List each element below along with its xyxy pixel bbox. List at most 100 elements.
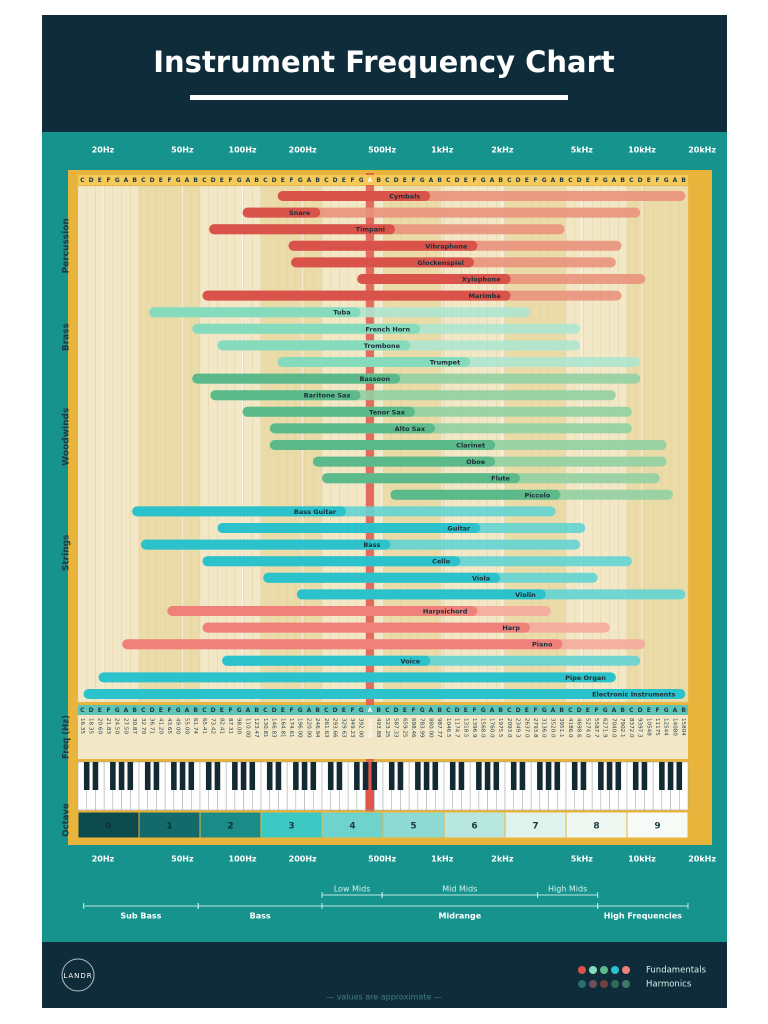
note-letter: E <box>525 707 529 714</box>
black-key <box>537 762 543 790</box>
note-letter: F <box>472 177 476 184</box>
note-frequency: 392.00 <box>358 718 364 738</box>
note-letter: E <box>647 177 651 184</box>
fundamental-bar <box>192 373 401 384</box>
note-letter: G <box>237 177 242 184</box>
black-key <box>397 762 404 790</box>
note-letter-row <box>78 175 688 185</box>
note-letter: F <box>289 707 293 714</box>
a4-highlight <box>365 173 374 813</box>
black-key <box>266 762 273 790</box>
note-letter: A <box>612 707 617 714</box>
note-letter: B <box>620 177 625 184</box>
note-letter: G <box>664 707 669 714</box>
x-tick-label: 5kHz <box>571 146 594 155</box>
note-letter: A <box>429 707 434 714</box>
octave-box <box>382 811 445 839</box>
fundamental-bar <box>217 340 411 351</box>
note-letter: G <box>664 177 669 184</box>
note-frequency: 27.50 <box>122 718 128 734</box>
x-tick-label: 2kHz <box>491 855 514 864</box>
fundamental-bar <box>209 224 396 235</box>
note-letter: A <box>246 707 251 714</box>
octave-number: 3 <box>288 822 294 832</box>
note-frequency: 1318.5 <box>462 718 468 738</box>
fundamental-bar <box>390 489 561 500</box>
note-letter: F <box>167 177 171 184</box>
black-key <box>118 762 125 790</box>
note-letter: F <box>411 707 415 714</box>
note-frequency: 82.41 <box>218 718 224 734</box>
instrument-label: Tuba <box>333 309 350 317</box>
note-frequency: 49.00 <box>175 718 181 734</box>
note-letter: D <box>455 707 460 714</box>
note-letter: F <box>472 707 476 714</box>
note-frequency: 16.35 <box>79 718 85 734</box>
note-letter: C <box>568 707 573 714</box>
note-letter: G <box>176 177 181 184</box>
note-frequency: 24.50 <box>114 718 120 734</box>
note-letter: B <box>559 177 564 184</box>
note-letter: A <box>673 177 678 184</box>
black-key <box>388 762 395 790</box>
fundamental-bar <box>242 207 321 218</box>
note-frequency: 30.87 <box>131 718 137 734</box>
note-column <box>164 185 175 703</box>
note-frequency: 2093.0 <box>506 718 512 738</box>
instrument-label: Bass Guitar <box>294 508 337 516</box>
note-frequency: 1760.0 <box>488 718 494 738</box>
note-letter: C <box>202 177 207 184</box>
note-letter: A <box>368 707 373 714</box>
note-frequency: 2349.3 <box>515 718 521 738</box>
black-key <box>423 762 430 790</box>
note-letter: G <box>420 707 425 714</box>
black-key <box>249 762 256 790</box>
note-letter-row <box>78 705 688 715</box>
note-letter: D <box>333 707 338 714</box>
note-letter: C <box>629 177 634 184</box>
black-key <box>510 762 517 790</box>
fundamental-bar <box>202 556 461 567</box>
legend-dot <box>622 966 630 974</box>
fundamental-bar <box>148 307 361 318</box>
instrument-label: Snare <box>289 209 311 217</box>
instrument-label: Xylophone <box>462 276 501 284</box>
note-letter: G <box>237 707 242 714</box>
group-label: Strings <box>62 535 72 572</box>
note-frequency: 73.42 <box>210 718 216 734</box>
note-frequency: 880.00 <box>427 718 433 738</box>
note-letter: E <box>647 707 651 714</box>
note-letter: A <box>612 177 617 184</box>
title-underline <box>190 95 568 100</box>
note-letter: A <box>490 177 495 184</box>
fundamental-bar <box>269 423 436 434</box>
x-tick-label: 10kHz <box>628 855 656 864</box>
octave-number: 1 <box>166 822 172 832</box>
note-letter: B <box>681 177 686 184</box>
note-frequency: 10548 <box>645 718 651 736</box>
note-letter: E <box>403 707 407 714</box>
note-letter: E <box>98 177 102 184</box>
fundamental-bar <box>140 539 391 550</box>
note-column <box>182 185 192 703</box>
group-label: Percussion <box>62 218 72 273</box>
note-letter: E <box>464 707 468 714</box>
note-letter: B <box>132 707 137 714</box>
x-tick-label: 2kHz <box>491 146 514 155</box>
instrument-label: Vibraphone <box>425 242 468 250</box>
x-tick-label: 200Hz <box>289 855 317 864</box>
note-frequency: 174.61 <box>288 718 294 738</box>
note-letter: B <box>376 707 381 714</box>
instrument-label: Trumpet <box>430 359 461 367</box>
note-column <box>173 185 183 703</box>
black-key <box>571 762 578 790</box>
note-letter: G <box>420 177 425 184</box>
legend-dot <box>578 980 586 988</box>
note-letter: A <box>185 177 190 184</box>
note-letter: B <box>132 177 137 184</box>
note-letter: E <box>525 177 529 184</box>
note-letter: B <box>193 177 198 184</box>
note-frequency: 3951.1 <box>558 718 564 738</box>
fundamental-bar <box>322 473 520 484</box>
black-key <box>606 762 613 790</box>
